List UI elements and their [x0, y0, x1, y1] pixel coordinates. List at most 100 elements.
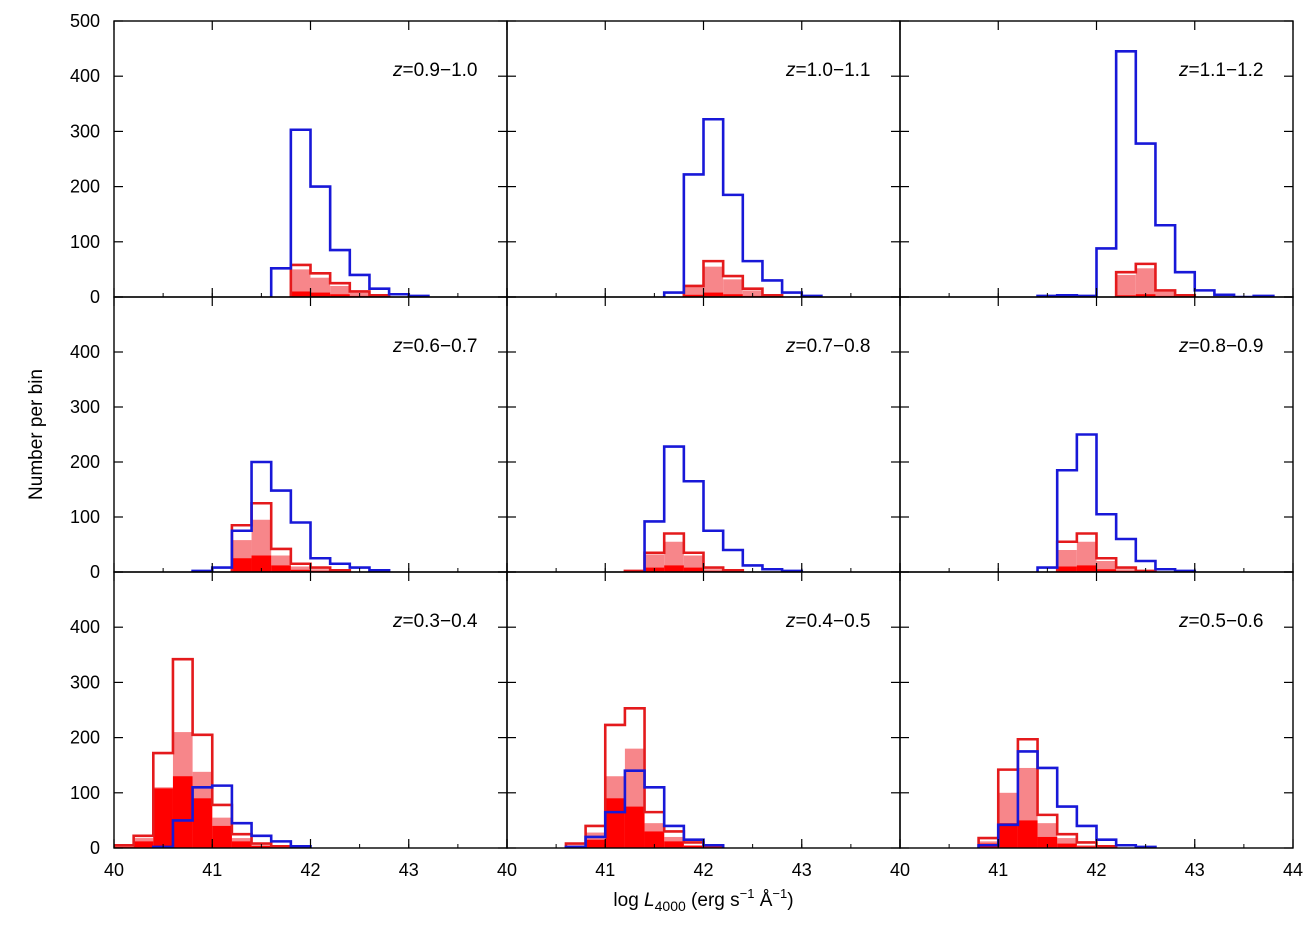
panel-data [662, 117, 823, 297]
panel-label-var: z [1178, 611, 1189, 632]
panel-label-range: =0.6−0.7 [402, 336, 477, 357]
panel-0.5-0.6: z=0.5−0.6 [899, 571, 1294, 849]
blue-histogram [1036, 433, 1197, 572]
panel-0.7-0.8: z=0.7−0.8 [506, 296, 901, 573]
red-outline-histogram [682, 259, 784, 297]
y-tick-label: 0 [90, 287, 100, 307]
red-solid-bar [251, 555, 272, 572]
red-solid-bar [310, 292, 331, 297]
x-title-sub: 4000 [655, 898, 686, 914]
red-medium-bar [683, 287, 704, 297]
red-medium-bar [1096, 561, 1117, 572]
panel-label-var: z [785, 60, 796, 81]
panel-0.4-0.5: z=0.4−0.5 [506, 571, 901, 849]
x-tick-label: 42 [300, 860, 320, 880]
panel-data [564, 707, 725, 848]
y-tick-label: 300 [70, 672, 100, 692]
red-solid-bar [1017, 820, 1038, 848]
panel-data [114, 657, 312, 848]
red-outline-histogram [114, 657, 293, 848]
panel-label-range: =0.3−0.4 [402, 611, 477, 632]
x-tick-label: 40 [104, 860, 124, 880]
red-medium-bar [1116, 569, 1136, 572]
red-solid-bar [290, 569, 311, 572]
panel-label: z=0.9−1.0 [392, 60, 478, 81]
x-tick-label: 44 [1283, 860, 1303, 880]
panel-label: z=1.1−1.2 [1178, 60, 1264, 81]
panel-0.8-0.9: z=0.8−0.9 [899, 296, 1294, 573]
red-solid-bar [133, 841, 154, 848]
red-solid-bar [192, 798, 213, 848]
red-solid-bar [271, 565, 291, 572]
red-solid-bar [231, 841, 252, 848]
y-axis-title: Number per bin [26, 369, 47, 500]
panel-label-range: =1.0−1.1 [795, 60, 870, 81]
panel-label: z=1.0−1.1 [785, 60, 871, 81]
panel-label: z=0.4−0.5 [785, 611, 871, 632]
x-title-units: Å [754, 890, 772, 911]
panel-label-range: =0.7−0.8 [795, 336, 870, 357]
red-medium-bar [330, 285, 350, 297]
red-solid-bar [998, 823, 1018, 848]
red-solid-bar [683, 845, 704, 848]
x-tick-label: 41 [595, 860, 615, 880]
red-solid-bar [172, 776, 193, 848]
red-solid-bar [624, 806, 645, 848]
x-tick-label: 42 [1086, 860, 1106, 880]
y-tick-label: 0 [90, 562, 100, 582]
panel-1.1-1.2: z=1.1−1.2 [899, 20, 1294, 298]
red-solid-bar [1057, 843, 1077, 848]
red-solid-bar [664, 841, 684, 848]
red-solid-bar [290, 291, 311, 297]
y-tick-label: 0 [90, 838, 100, 858]
panel-data [977, 737, 1157, 848]
panel-0.3-0.4: z=0.3−0.4 [113, 571, 508, 849]
red-solid-bar [585, 839, 606, 848]
x-tick-label: 40 [890, 860, 910, 880]
red-solid-bar [212, 825, 232, 848]
x-title-var: L [644, 890, 655, 911]
red-medium-bar [290, 269, 311, 297]
panel-data [191, 460, 391, 572]
panel-0.6-0.7: z=0.6−0.7 [113, 296, 508, 573]
y-tick-label: 100 [70, 232, 100, 252]
red-solid-bar [703, 292, 724, 297]
red-medium-bar [1076, 541, 1097, 572]
red-outline-histogram [289, 263, 391, 297]
blue-histogram [662, 117, 823, 297]
x-title-prefix: log [613, 890, 644, 911]
panel-label: z=0.8−0.9 [1178, 336, 1264, 357]
x-tick-label: 42 [693, 860, 713, 880]
blue-histogram [152, 784, 312, 848]
red-outline-histogram [1114, 262, 1197, 297]
blue-histogram [643, 445, 804, 572]
x-title-exp: −1 [740, 886, 755, 901]
y-tick-label: 500 [70, 11, 100, 31]
red-outline-histogram [1055, 532, 1157, 572]
y-tick-label: 400 [70, 342, 100, 362]
red-medium-bar [703, 266, 724, 297]
panel-label: z=0.6−0.7 [392, 336, 478, 357]
panel-data [269, 128, 430, 297]
panel-1.0-1.1: z=1.0−1.1 [506, 20, 901, 298]
red-solid-bar [1057, 566, 1077, 572]
red-medium-bar [290, 566, 311, 572]
x-title-units: (erg s [686, 890, 740, 911]
red-medium-bar [310, 277, 331, 297]
y-tick-label: 300 [70, 121, 100, 141]
red-medium-bar [1057, 838, 1077, 848]
y-tick-label: 200 [70, 728, 100, 748]
panel-label-var: z [392, 611, 403, 632]
red-solid-bar [1037, 836, 1058, 848]
y-tick-label: 400 [70, 617, 100, 637]
y-tick-label: 200 [70, 452, 100, 472]
panel-label-var: z [392, 336, 403, 357]
red-medium-bar [1116, 274, 1136, 297]
y-tick-label: 100 [70, 507, 100, 527]
blue-histogram [191, 460, 391, 572]
panel-label: z=0.7−0.8 [785, 336, 871, 357]
panel-label-var: z [1178, 60, 1189, 81]
red-medium-bar [1155, 291, 1176, 297]
panel-frame [899, 571, 1294, 849]
